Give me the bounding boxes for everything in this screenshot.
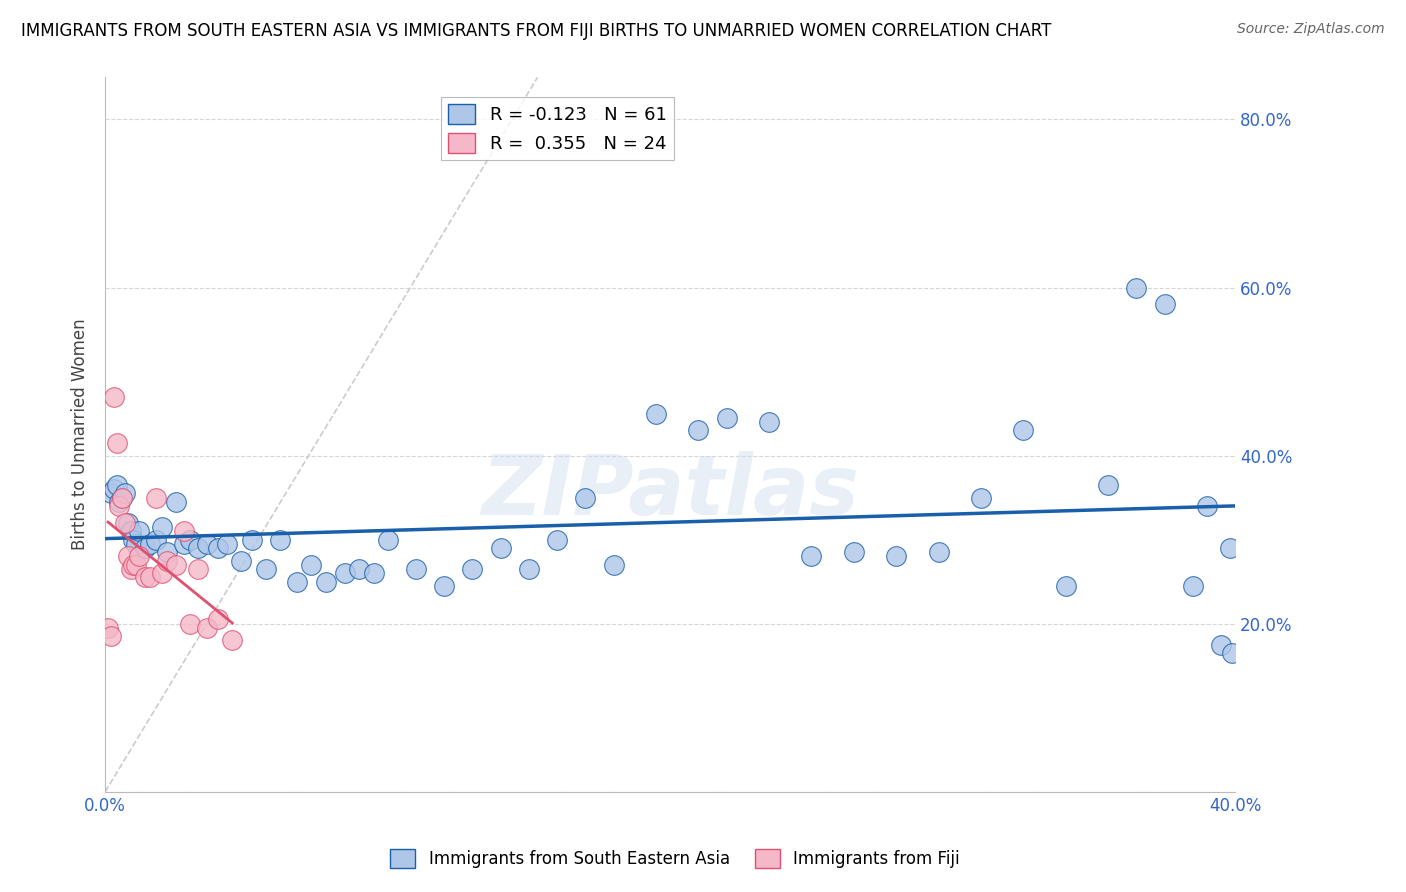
Point xyxy=(173,537,195,551)
Point xyxy=(120,524,142,539)
Point xyxy=(97,621,120,635)
Point xyxy=(229,553,252,567)
Point xyxy=(100,486,122,500)
Point xyxy=(1054,579,1077,593)
Point xyxy=(574,491,596,505)
Point xyxy=(100,629,122,643)
Legend: Immigrants from South Eastern Asia, Immigrants from Fiji: Immigrants from South Eastern Asia, Immi… xyxy=(384,843,966,875)
Point xyxy=(117,549,139,564)
Text: ZIPatlas: ZIPatlas xyxy=(481,451,859,533)
Point xyxy=(269,533,291,547)
Point xyxy=(120,562,142,576)
Point xyxy=(114,486,136,500)
Point xyxy=(122,558,145,572)
Point xyxy=(489,541,512,555)
Point xyxy=(240,533,263,547)
Point xyxy=(156,553,179,567)
Point xyxy=(970,491,993,505)
Point xyxy=(139,537,162,551)
Point xyxy=(187,541,209,555)
Point xyxy=(645,407,668,421)
Point xyxy=(150,566,173,581)
Point xyxy=(800,549,823,564)
Point xyxy=(145,491,167,505)
Point xyxy=(928,545,950,559)
Point xyxy=(187,562,209,576)
Point xyxy=(254,562,277,576)
Point xyxy=(221,633,243,648)
Point xyxy=(758,415,780,429)
Point xyxy=(108,495,131,509)
Point xyxy=(156,545,179,559)
Point xyxy=(335,566,357,581)
Point xyxy=(433,579,456,593)
Point xyxy=(377,533,399,547)
Point xyxy=(105,478,128,492)
Text: IMMIGRANTS FROM SOUTH EASTERN ASIA VS IMMIGRANTS FROM FIJI BIRTHS TO UNMARRIED W: IMMIGRANTS FROM SOUTH EASTERN ASIA VS IM… xyxy=(21,22,1052,40)
Point xyxy=(1181,579,1204,593)
Point xyxy=(111,491,134,505)
Point xyxy=(103,482,125,496)
Point xyxy=(207,541,229,555)
Point xyxy=(125,558,148,572)
Point xyxy=(105,436,128,450)
Point xyxy=(1195,499,1218,513)
Point xyxy=(117,516,139,530)
Point xyxy=(1097,478,1119,492)
Point xyxy=(301,558,323,572)
Point xyxy=(173,524,195,539)
Point xyxy=(134,570,156,584)
Point xyxy=(150,520,173,534)
Point xyxy=(546,533,568,547)
Point xyxy=(884,549,907,564)
Point xyxy=(122,533,145,547)
Point xyxy=(285,574,308,589)
Point xyxy=(602,558,624,572)
Point xyxy=(1222,646,1244,660)
Point xyxy=(179,533,201,547)
Point xyxy=(1209,638,1232,652)
Point xyxy=(125,537,148,551)
Point xyxy=(1153,297,1175,311)
Point xyxy=(111,491,134,505)
Legend: R = -0.123   N = 61, R =  0.355   N = 24: R = -0.123 N = 61, R = 0.355 N = 24 xyxy=(441,97,673,161)
Point xyxy=(165,558,187,572)
Point xyxy=(517,562,540,576)
Point xyxy=(195,621,218,635)
Point xyxy=(461,562,484,576)
Point xyxy=(688,423,710,437)
Y-axis label: Births to Unmarried Women: Births to Unmarried Women xyxy=(72,318,89,550)
Point xyxy=(139,570,162,584)
Text: Source: ZipAtlas.com: Source: ZipAtlas.com xyxy=(1237,22,1385,37)
Point xyxy=(128,524,150,539)
Point xyxy=(195,537,218,551)
Point xyxy=(145,533,167,547)
Point xyxy=(315,574,337,589)
Point xyxy=(1012,423,1035,437)
Point xyxy=(363,566,385,581)
Point xyxy=(103,390,125,404)
Point xyxy=(842,545,865,559)
Point xyxy=(716,410,738,425)
Point xyxy=(349,562,371,576)
Point xyxy=(1219,541,1241,555)
Point xyxy=(405,562,427,576)
Point xyxy=(108,499,131,513)
Point xyxy=(215,537,238,551)
Point xyxy=(128,549,150,564)
Point xyxy=(114,516,136,530)
Point xyxy=(165,495,187,509)
Point xyxy=(179,616,201,631)
Point xyxy=(207,612,229,626)
Point xyxy=(134,541,156,555)
Point xyxy=(1125,280,1147,294)
